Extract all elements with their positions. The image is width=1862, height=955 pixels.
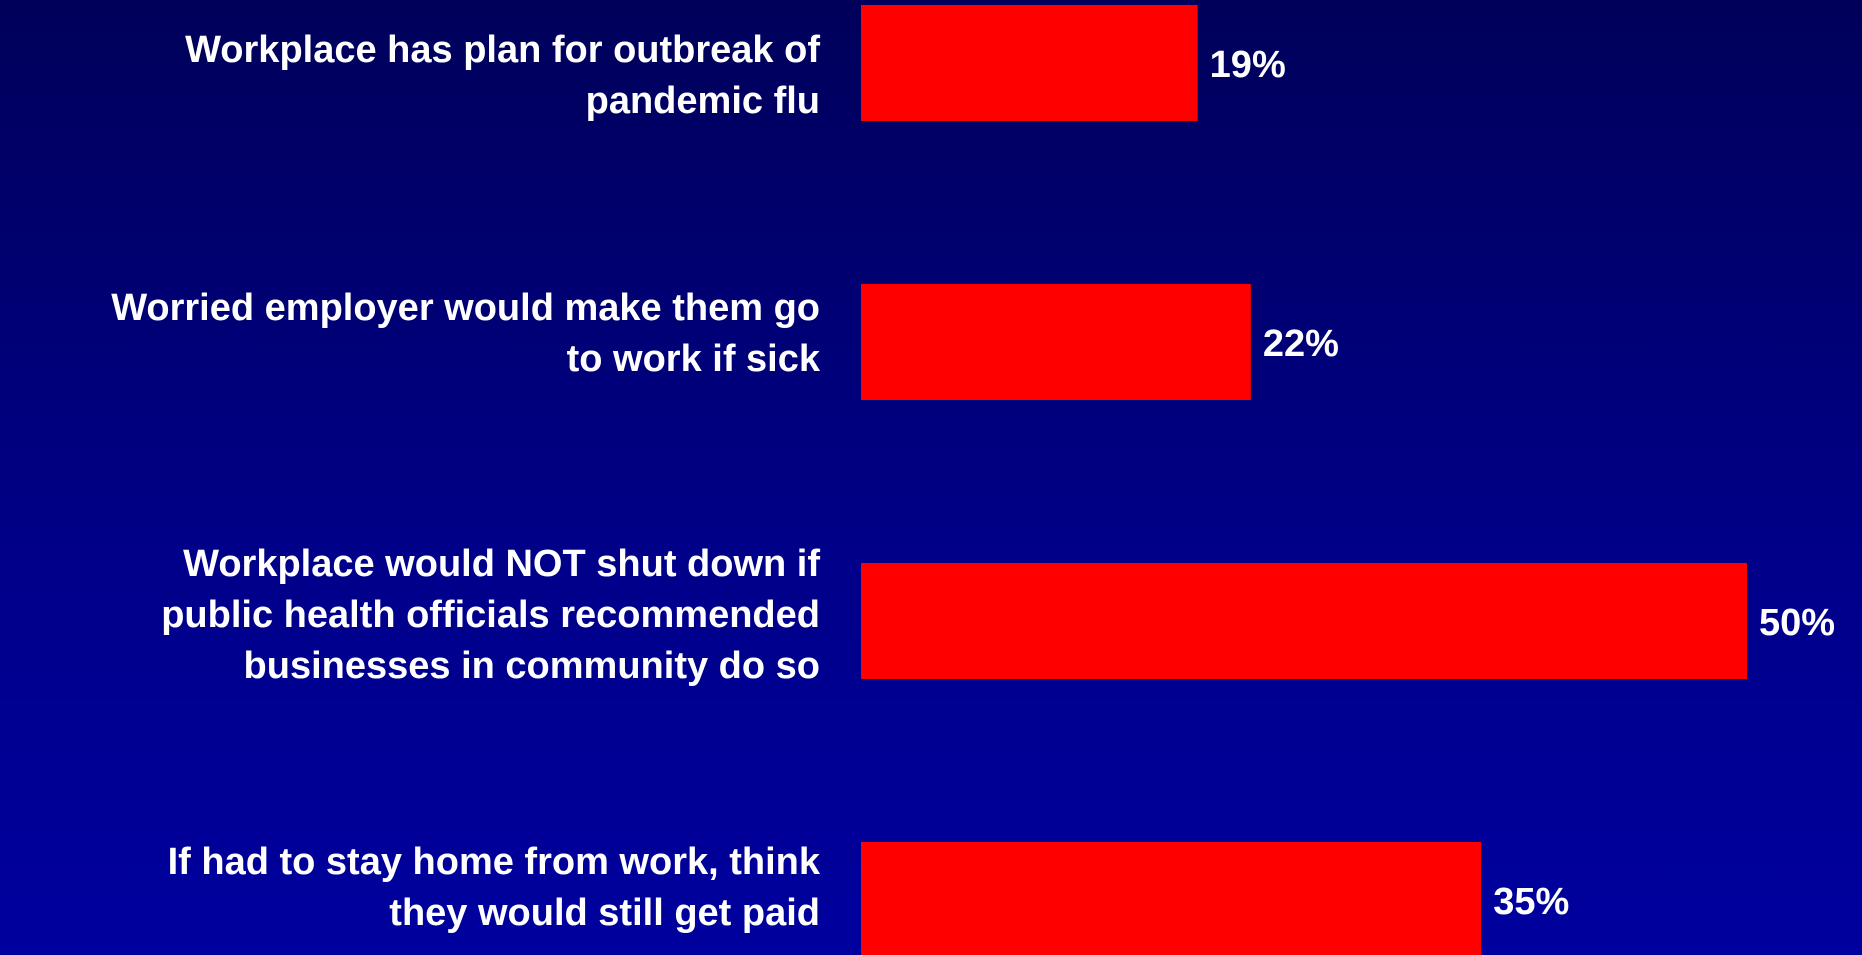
category-label-line: to work if sick [566,338,820,380]
bar-3 [861,563,1747,679]
category-label-4: If had to stay home from work, think they… [168,837,820,939]
bar-2 [861,284,1251,400]
category-label-line: Workplace has plan for outbreak of [185,29,820,71]
category-label-3: Workplace would NOT shut down if public h… [161,539,820,692]
bar-1 [861,5,1198,121]
value-label-4: 35% [1493,881,1569,923]
bar-4 [861,842,1482,955]
value-label-3: 50% [1759,602,1835,644]
value-label-1: 19% [1210,44,1286,86]
category-label-line: businesses in community do so [243,645,820,687]
category-label-line: If had to stay home from work, think [167,841,820,883]
value-label-2: 22% [1263,323,1339,365]
category-label-line: Workplace would NOT shut down if [183,543,820,585]
category-label-line: Worried employer would make them go [111,287,820,329]
category-label-2: Worried employer would make them go to wo… [111,283,820,385]
category-label-line: public health officials recommended [161,594,820,636]
category-label-1: Workplace has plan for outbreak of pandem… [185,25,820,127]
category-label-line: they would still get paid [389,892,820,934]
category-label-line: pandemic flu [585,80,820,122]
